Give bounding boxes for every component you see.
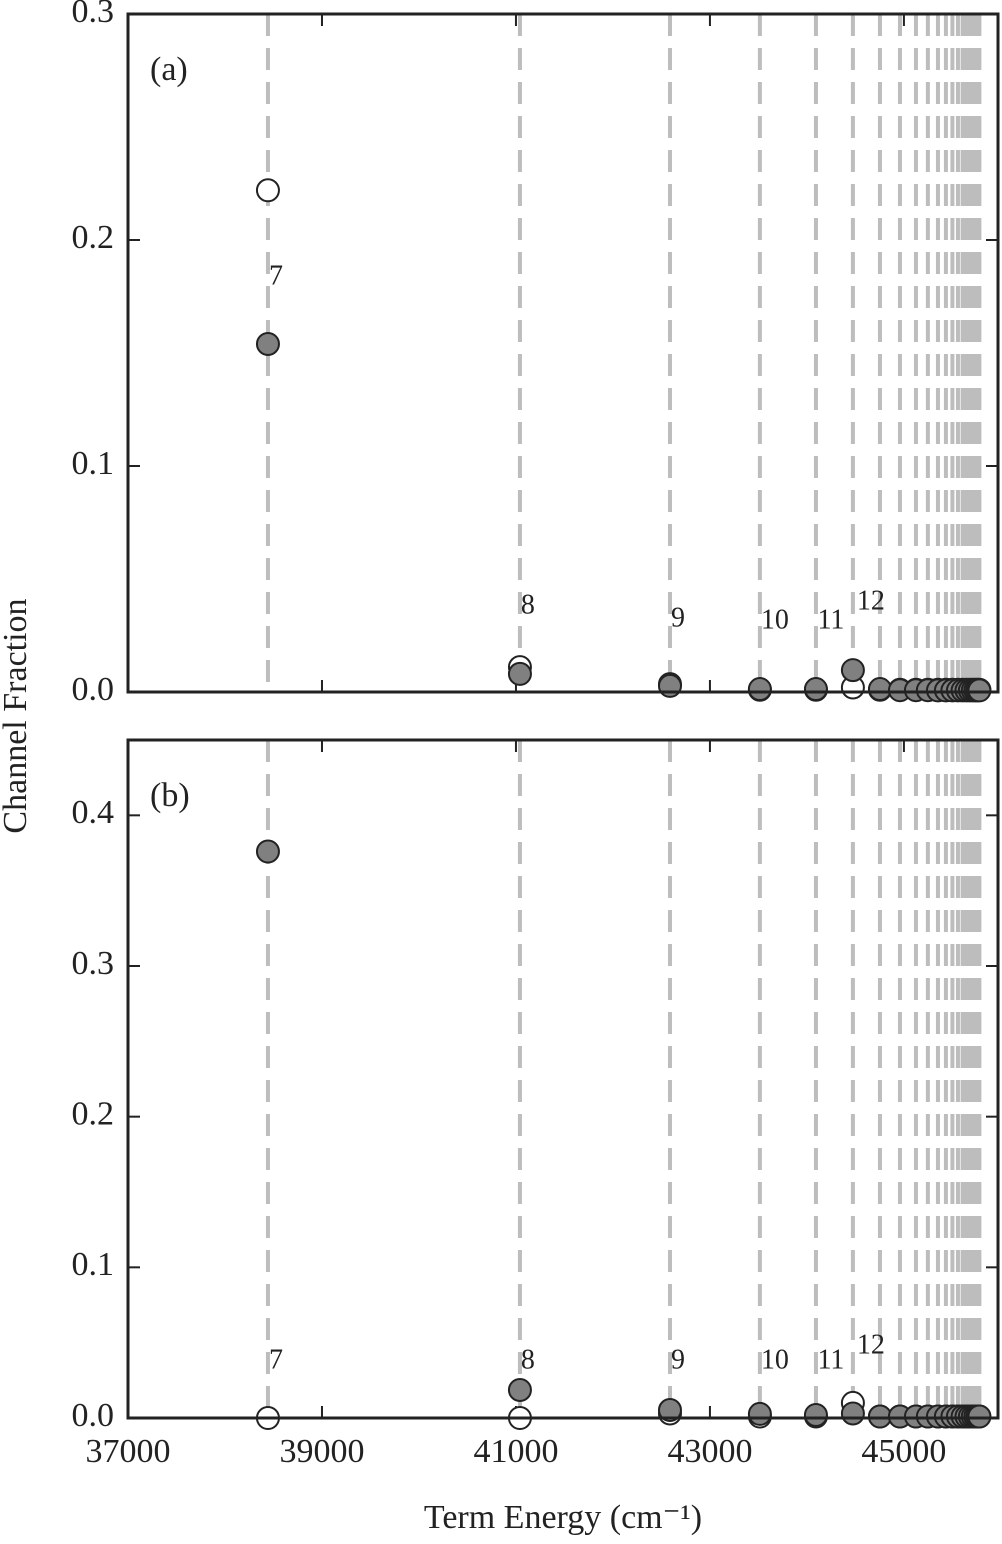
x-tick-label: 43000 — [667, 1433, 752, 1470]
y-tick-label: 0.1 — [72, 445, 115, 482]
marker — [255, 331, 280, 356]
level-label: 7 — [269, 1344, 283, 1375]
plot-frame — [126, 12, 1000, 694]
y-axis-label: Channel Fraction — [0, 598, 34, 833]
panel-label: (a) — [150, 51, 188, 88]
marker — [657, 1398, 682, 1423]
marker — [507, 661, 532, 686]
y-tick-label: 0.2 — [72, 219, 115, 256]
level-label: 12 — [857, 585, 885, 616]
marker — [840, 1401, 865, 1426]
marker — [507, 1377, 532, 1402]
level-label: 7 — [269, 260, 283, 291]
level-label: 10 — [761, 1344, 789, 1375]
y-tick-label: 0.0 — [72, 671, 115, 708]
marker — [255, 178, 280, 203]
level-label: 10 — [761, 604, 789, 635]
marker — [255, 839, 280, 864]
marker — [803, 677, 828, 702]
y-tick-label: 0.0 — [72, 1397, 115, 1434]
level-label: 12 — [857, 1329, 885, 1360]
marker — [967, 678, 992, 703]
y-tick-label: 0.4 — [72, 794, 115, 831]
marker — [803, 1402, 828, 1427]
y-tick-label: 0.2 — [72, 1095, 115, 1132]
marker — [840, 658, 865, 683]
y-tick-label: 0.3 — [72, 945, 115, 982]
level-label: 11 — [817, 604, 844, 635]
marker — [747, 677, 772, 702]
level-label: 9 — [671, 602, 685, 633]
x-axis-label: Term Energy (cm⁻¹) — [424, 1499, 702, 1536]
level-label: 11 — [817, 1344, 844, 1375]
marker — [867, 1404, 892, 1429]
x-tick-label: 37000 — [86, 1433, 171, 1470]
marker — [657, 673, 682, 698]
panel-label: (b) — [150, 777, 190, 814]
level-label: 9 — [671, 1344, 685, 1375]
marker — [967, 1404, 992, 1429]
level-label: 8 — [521, 1344, 535, 1375]
plot-frame — [126, 738, 1000, 1420]
x-tick-label: 39000 — [279, 1433, 364, 1470]
level-label: 8 — [521, 589, 535, 620]
y-tick-label: 0.3 — [72, 0, 115, 30]
marker — [747, 1401, 772, 1426]
x-tick-label: 41000 — [473, 1433, 558, 1470]
y-tick-label: 0.1 — [72, 1246, 115, 1283]
x-tick-label: 45000 — [861, 1433, 946, 1470]
marker — [867, 677, 892, 702]
